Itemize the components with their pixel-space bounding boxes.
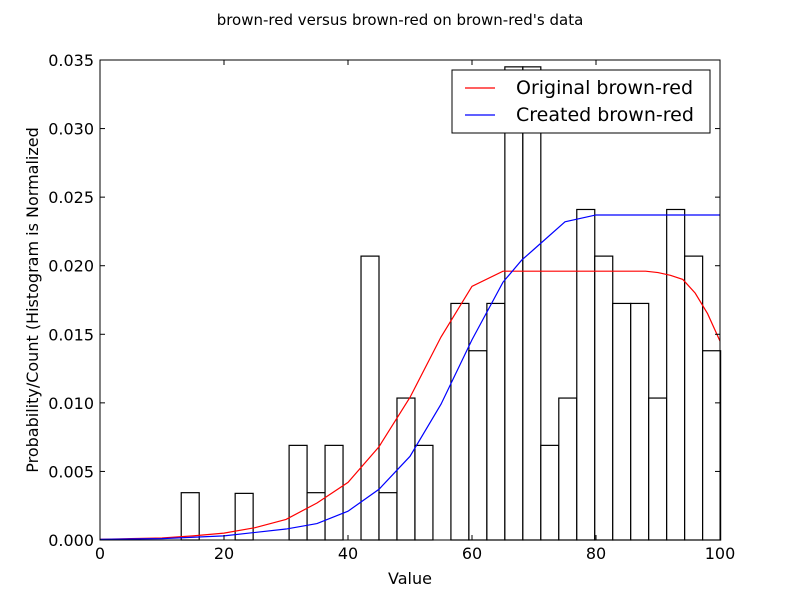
histogram-bar <box>612 302 632 541</box>
histogram-bar <box>702 350 722 541</box>
histogram-bar <box>504 66 524 541</box>
legend-label-original: Original brown-red <box>516 77 693 99</box>
axis-ticks: 0 20 40 60 80 100 0.000 0.005 0.010 0.015 0.020 0.0… <box>48 51 735 563</box>
legend: Original brown-red Created brown-red <box>451 69 711 134</box>
histogram-bar <box>522 66 542 541</box>
y-tick-label: 0.000 <box>48 531 94 550</box>
plot-frame <box>99 59 721 541</box>
histogram-bar <box>558 397 578 541</box>
legend-label-created: Created brown-red <box>516 104 694 126</box>
y-tick-label: 0.010 <box>48 394 94 413</box>
histogram-bar <box>396 397 416 541</box>
y-axis-label: Probability/Count (Histogram is Normaliz… <box>23 127 42 473</box>
histogram-bar <box>684 255 704 541</box>
histogram-bar <box>324 444 344 541</box>
x-axis-label: Value <box>388 569 432 588</box>
histogram-bar <box>450 302 470 541</box>
histogram-bar <box>594 255 614 541</box>
x-tick-label: 80 <box>586 544 606 563</box>
histogram-bar <box>180 492 200 541</box>
x-tick-label: 100 <box>705 544 736 563</box>
x-tick-label: 40 <box>338 544 358 563</box>
histogram-bar <box>666 208 686 541</box>
y-tick-label: 0.020 <box>48 257 94 276</box>
legend-box <box>451 69 711 134</box>
y-tick-label: 0.025 <box>48 188 94 207</box>
chart-title: brown-red versus brown-red on brown-red'… <box>217 11 584 29</box>
histogram-bar <box>414 444 434 541</box>
x-tick-label: 0 <box>95 544 105 563</box>
y-tick-label: 0.030 <box>48 120 94 139</box>
histogram-bar <box>576 208 596 541</box>
histogram-bar <box>468 350 488 541</box>
density-curves <box>99 214 721 540</box>
series-line-created <box>99 214 720 540</box>
histogram-bar <box>540 444 560 541</box>
histogram-bar <box>630 302 650 541</box>
y-tick-label: 0.035 <box>48 51 94 70</box>
series-line-original <box>99 270 721 540</box>
x-tick-label: 20 <box>214 544 234 563</box>
y-tick-label: 0.015 <box>48 325 94 344</box>
histogram-bar <box>360 255 380 541</box>
x-tick-label: 60 <box>462 544 482 563</box>
histogram-bar <box>648 397 668 541</box>
histogram-bar <box>486 302 506 541</box>
y-tick-label: 0.005 <box>48 462 94 481</box>
histogram-bar <box>378 492 398 541</box>
